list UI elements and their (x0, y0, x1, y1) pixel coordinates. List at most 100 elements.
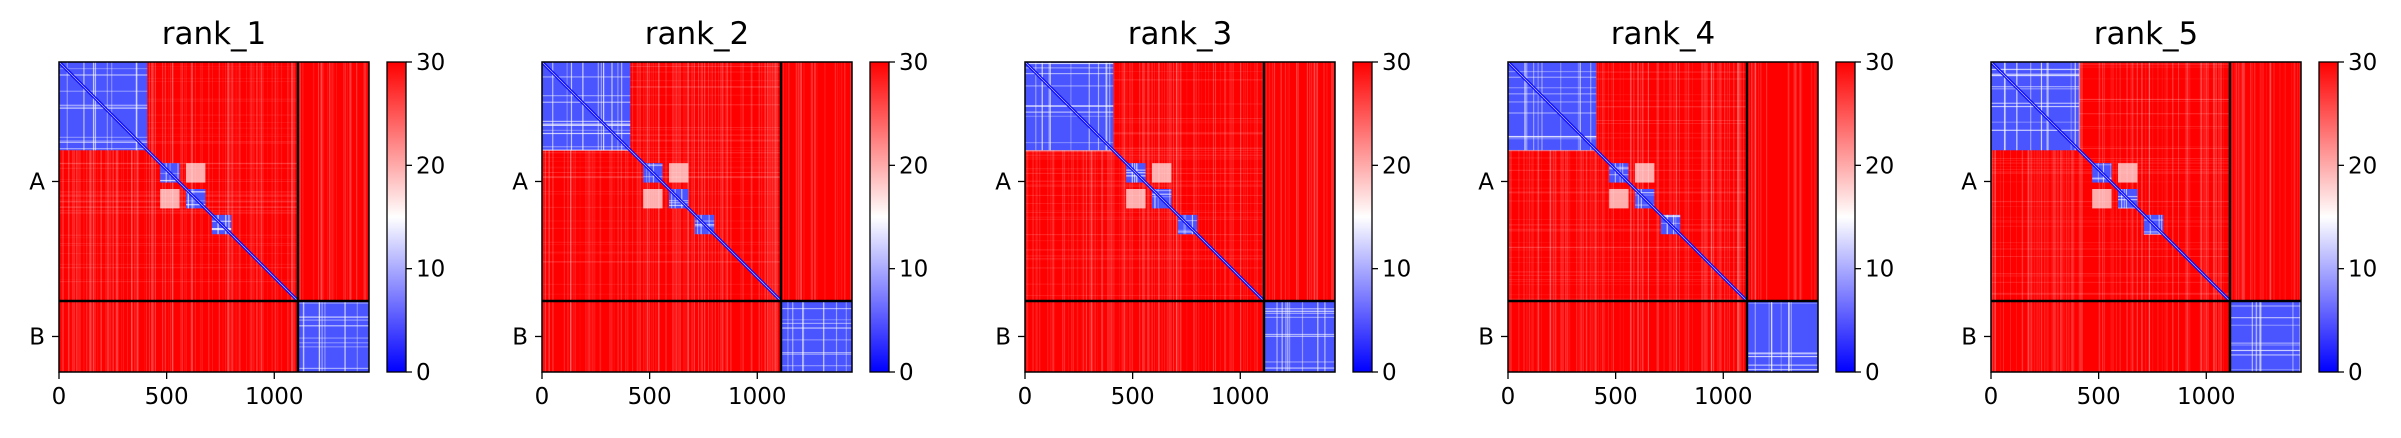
texture-stripe (1273, 62, 1276, 372)
texture-stripe (1748, 62, 1750, 372)
texture-stripe (1642, 62, 1644, 372)
block-texture (792, 300, 794, 372)
texture-row (542, 71, 781, 73)
x-tick-label: 500 (145, 384, 189, 410)
texture-stripe (2126, 62, 2128, 372)
texture-stripe (201, 62, 203, 372)
texture-stripe (320, 62, 322, 372)
texture-row (59, 234, 298, 236)
block-texture (2299, 300, 2301, 372)
texture-stripe (714, 62, 716, 372)
texture-row (542, 127, 781, 128)
texture-stripe (2253, 62, 2256, 372)
block-texture (2229, 342, 2301, 344)
block-texture (59, 67, 148, 70)
texture-stripe (844, 62, 846, 372)
block-texture (835, 300, 838, 372)
texture-stripe (249, 62, 251, 372)
texture-stripe (1704, 62, 1706, 372)
texture-row (542, 152, 781, 154)
texture-row (1025, 147, 1264, 149)
texture-stripe (567, 62, 569, 372)
block-texture (59, 136, 148, 138)
texture-stripe (1173, 62, 1175, 372)
block-texture (1622, 163, 1624, 183)
block-texture (621, 62, 623, 151)
texture-stripe (1313, 62, 1315, 372)
texture-stripe (1550, 62, 1552, 372)
texture-stripe (1737, 62, 1739, 372)
texture-stripe (131, 62, 132, 372)
texture-stripe (172, 62, 174, 372)
texture-stripe (1648, 62, 1649, 372)
texture-stripe (271, 62, 273, 372)
texture-stripe (1566, 62, 1568, 372)
texture-stripe (1246, 62, 1248, 372)
texture-stripe (644, 62, 646, 372)
block-texture (603, 62, 605, 151)
texture-stripe (652, 62, 655, 372)
block-texture (669, 202, 689, 204)
block-texture (177, 163, 179, 183)
block-texture (2292, 300, 2294, 372)
texture-stripe (751, 62, 753, 372)
x-tick-label: 500 (1594, 384, 1638, 410)
x-tick-label: 0 (52, 384, 67, 410)
texture-stripe (72, 62, 74, 372)
texture-stripe (2216, 62, 2217, 372)
texture-row (1991, 78, 2230, 80)
texture-stripe (1269, 62, 1271, 372)
texture-stripe (1523, 62, 1524, 372)
texture-stripe (1687, 62, 1689, 372)
texture-stripe (1129, 62, 1131, 372)
texture-stripe (317, 62, 319, 372)
texture-stripe (1101, 62, 1103, 372)
texture-stripe (675, 62, 677, 372)
block-texture (1991, 129, 2080, 131)
texture-stripe (1083, 62, 1084, 372)
texture-stripe (1240, 62, 1242, 372)
texture-row (1508, 157, 1747, 159)
texture-stripe (2060, 62, 2062, 372)
block-texture (1609, 168, 1629, 170)
texture-row (1508, 150, 1747, 152)
texture-stripe (1112, 62, 1114, 372)
texture-stripe (1119, 62, 1120, 372)
texture-stripe (1754, 62, 1756, 372)
texture-stripe (2068, 62, 2070, 372)
texture-stripe (769, 62, 771, 372)
texture-stripe (2273, 62, 2275, 372)
texture-stripe (267, 62, 268, 372)
texture-stripe (678, 62, 680, 372)
texture-row (542, 64, 781, 66)
colorbar-tick-label: 20 (1865, 153, 1894, 179)
texture-stripe (2102, 62, 2103, 372)
texture-row (1025, 79, 1264, 81)
texture-stripe (127, 62, 128, 372)
x-tick-label: 1000 (1211, 384, 1270, 410)
texture-stripe (2202, 62, 2204, 372)
diagonal-center (1508, 62, 1748, 302)
texture-row (542, 261, 781, 262)
texture-stripe (788, 62, 790, 372)
texture-stripe (721, 62, 723, 372)
block-texture (2143, 219, 2164, 221)
texture-stripe (1280, 62, 1282, 372)
texture-stripe (1580, 62, 1582, 372)
texture-stripe (841, 62, 843, 372)
colorbar (869, 61, 890, 373)
texture-stripe (1600, 62, 1602, 372)
texture-row (1025, 149, 1264, 151)
block-texture (1635, 204, 1655, 206)
texture-row (1508, 137, 1747, 139)
texture-row (59, 68, 298, 70)
block-texture (356, 300, 358, 372)
texture-stripe (1161, 62, 1163, 372)
texture-stripe (684, 62, 686, 372)
texture-stripe (1032, 62, 1034, 372)
heatmap-image (59, 62, 369, 372)
texture-stripe (1088, 62, 1090, 372)
texture-stripe (1788, 62, 1790, 372)
block-texture (1289, 300, 1291, 372)
